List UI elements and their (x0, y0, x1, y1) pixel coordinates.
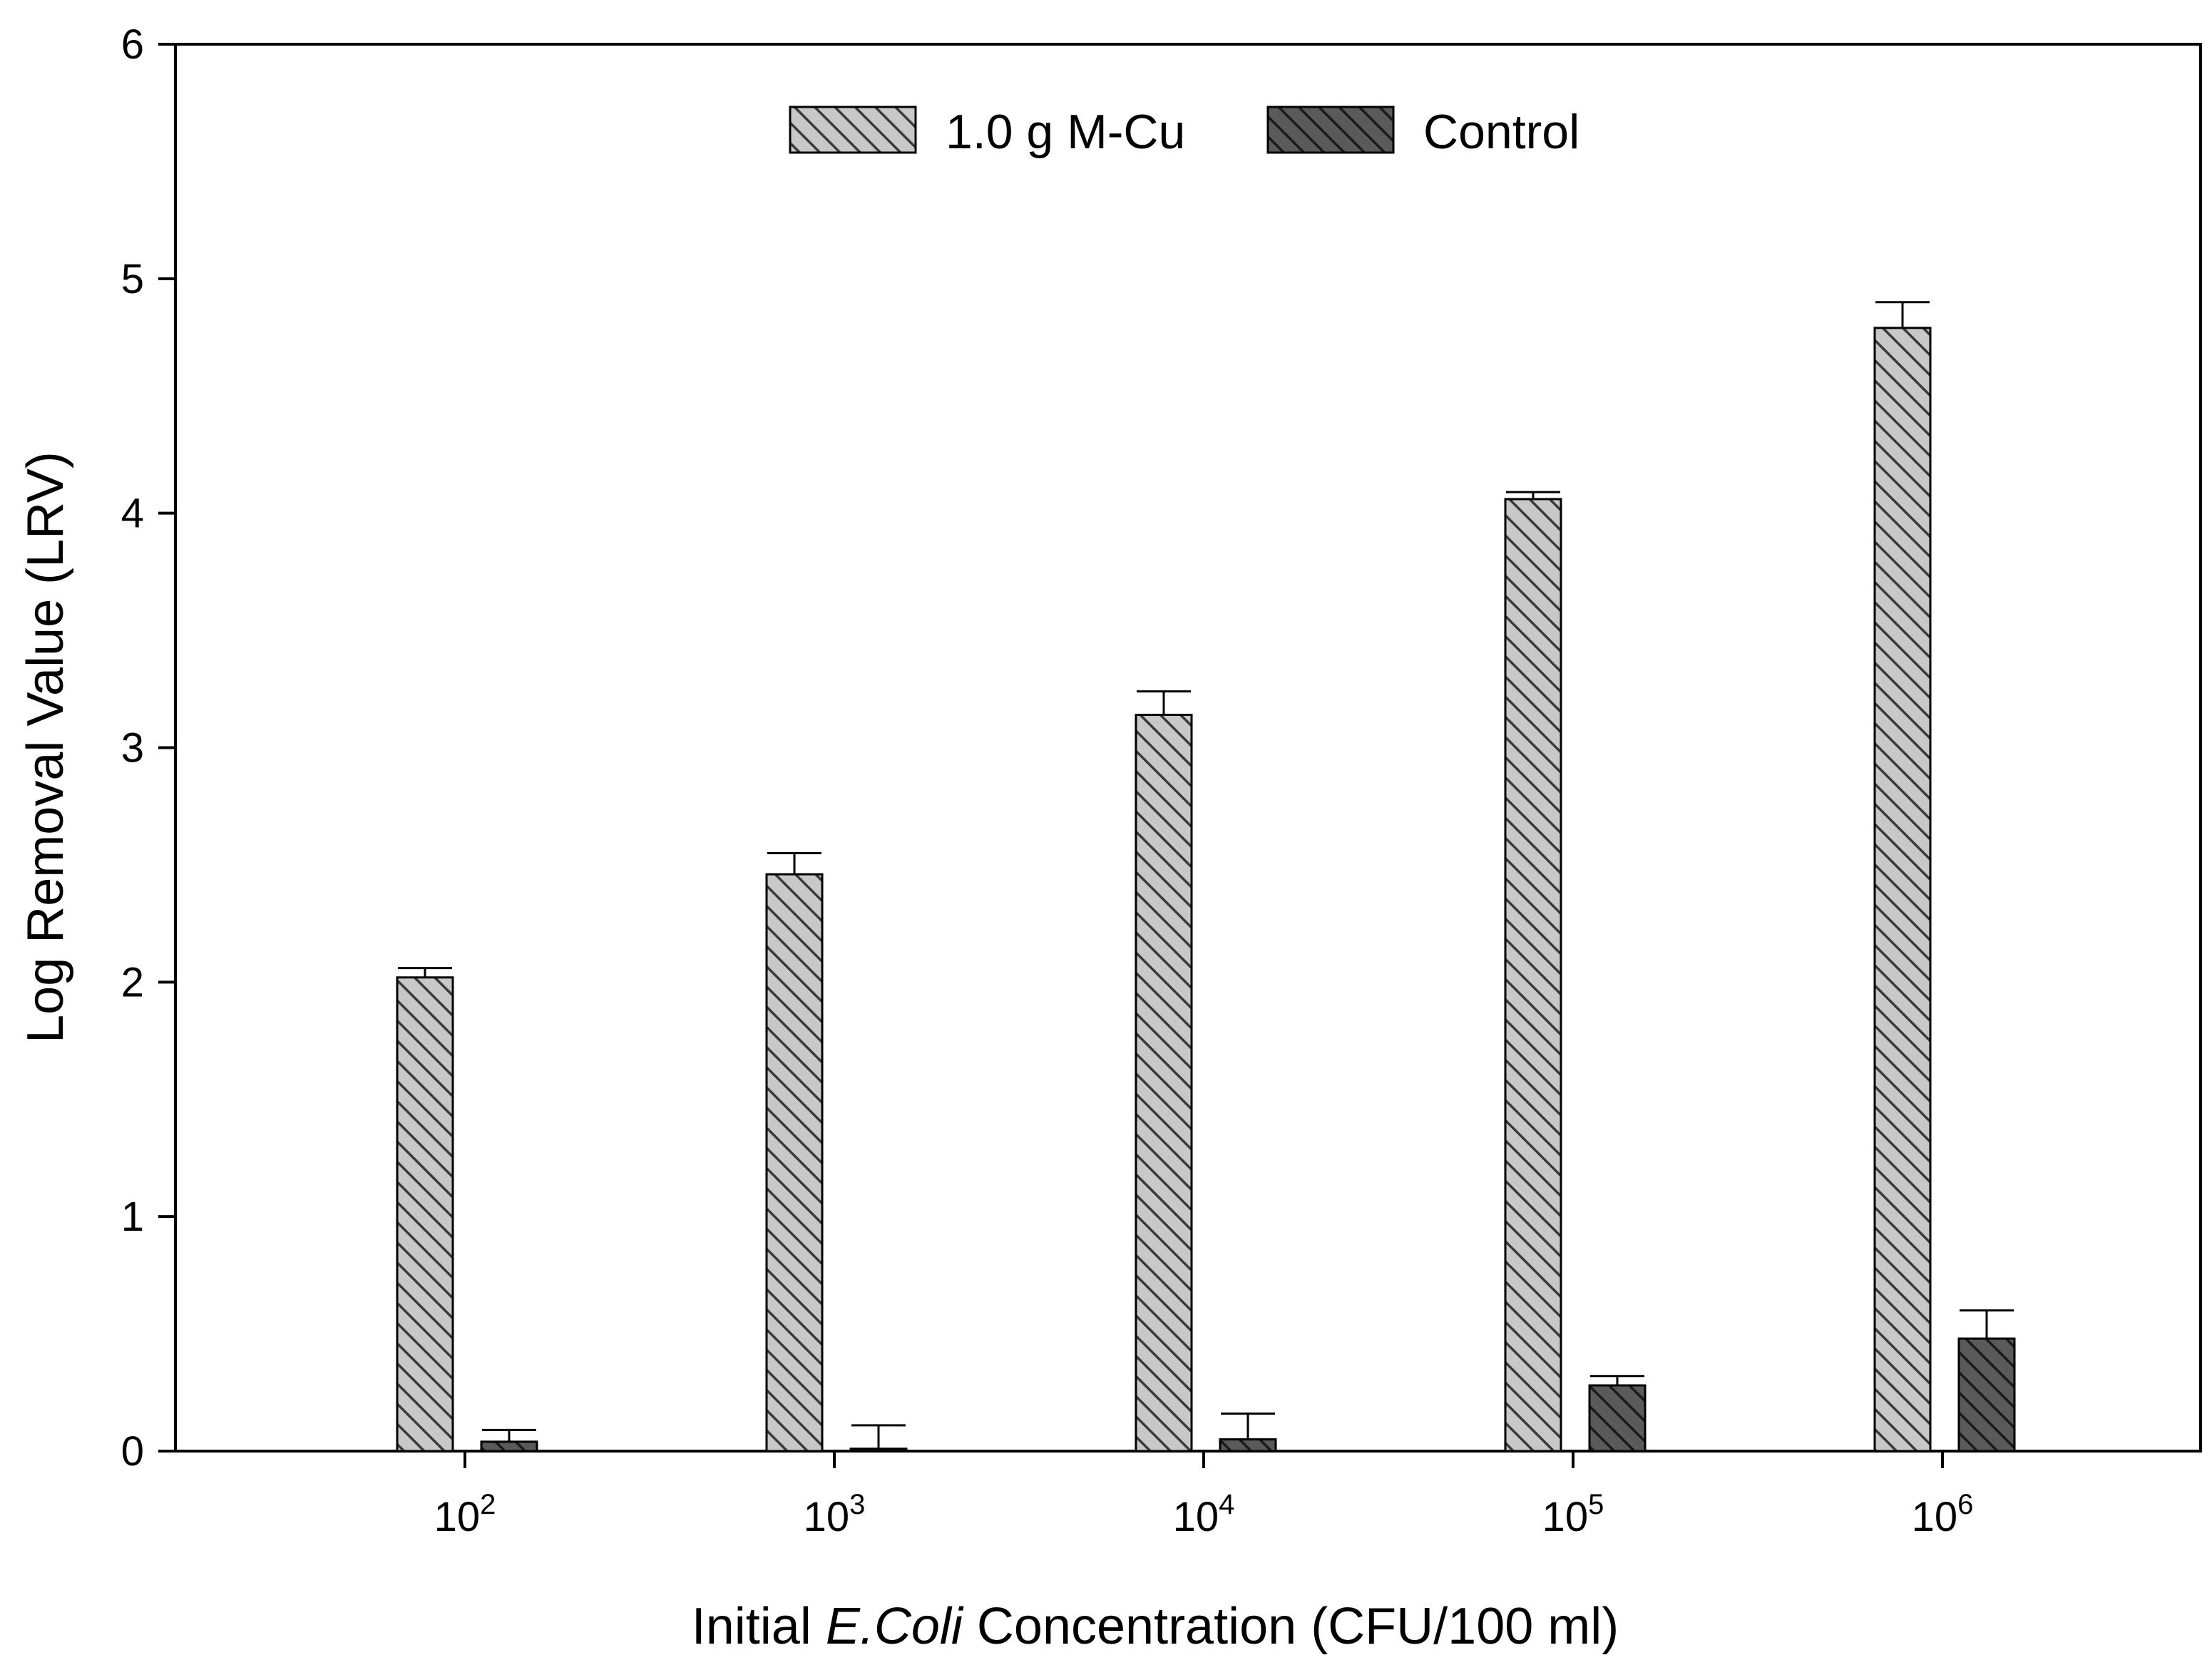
x-axis-title-suffix: Concentration (CFU/100 ml) (963, 1598, 1619, 1655)
bar-control (1219, 1438, 1277, 1453)
y-tick-label: 4 (121, 491, 144, 537)
x-axis-title-prefix: Initial (692, 1598, 826, 1655)
x-axis-title: Initial E.Coli Concentration (CFU/100 ml… (692, 1598, 1619, 1655)
y-axis-title: Log Removal Value (LRV) (17, 451, 74, 1043)
y-tick-label: 6 (121, 21, 144, 68)
bar-1-0-g-m-cu (1504, 498, 1562, 1453)
bar-control (480, 1440, 538, 1453)
x-tick-label: 105 (1542, 1489, 1604, 1540)
legend-label-m-cu: 1.0 g M-Cu (946, 105, 1185, 159)
legend-swatch-m-cu (789, 106, 917, 154)
bar-1-0-g-m-cu (1135, 713, 1193, 1453)
x-tick-label: 103 (804, 1489, 866, 1540)
y-tick-label: 2 (121, 959, 144, 1005)
bar-control (849, 1448, 908, 1453)
x-tick-label: 102 (434, 1489, 496, 1540)
x-tick-label: 104 (1173, 1489, 1235, 1540)
bars (396, 327, 2016, 1453)
bar-control (1588, 1384, 1647, 1453)
x-axis: 102 103 104 105 106 (434, 1451, 1974, 1540)
y-tick-label: 0 (121, 1428, 144, 1475)
y-tick-label: 5 (121, 256, 144, 302)
y-tick-label: 3 (121, 725, 144, 772)
error-bars (398, 301, 2014, 1449)
bar-control (1957, 1337, 2016, 1453)
x-axis-title-italic: E.Coli (826, 1598, 964, 1655)
bar-1-0-g-m-cu (765, 873, 824, 1453)
legend-swatch-control (1266, 106, 1395, 154)
legend-label-control: Control (1423, 105, 1579, 159)
y-axis: 0 1 2 3 4 5 6 (121, 21, 175, 1475)
bar-1-0-g-m-cu (396, 976, 454, 1453)
y-tick-label: 1 (121, 1194, 144, 1240)
legend: 1.0 g M-Cu Control (789, 105, 1579, 159)
bar-1-0-g-m-cu (1873, 327, 1932, 1453)
x-tick-label: 106 (1912, 1489, 1974, 1540)
